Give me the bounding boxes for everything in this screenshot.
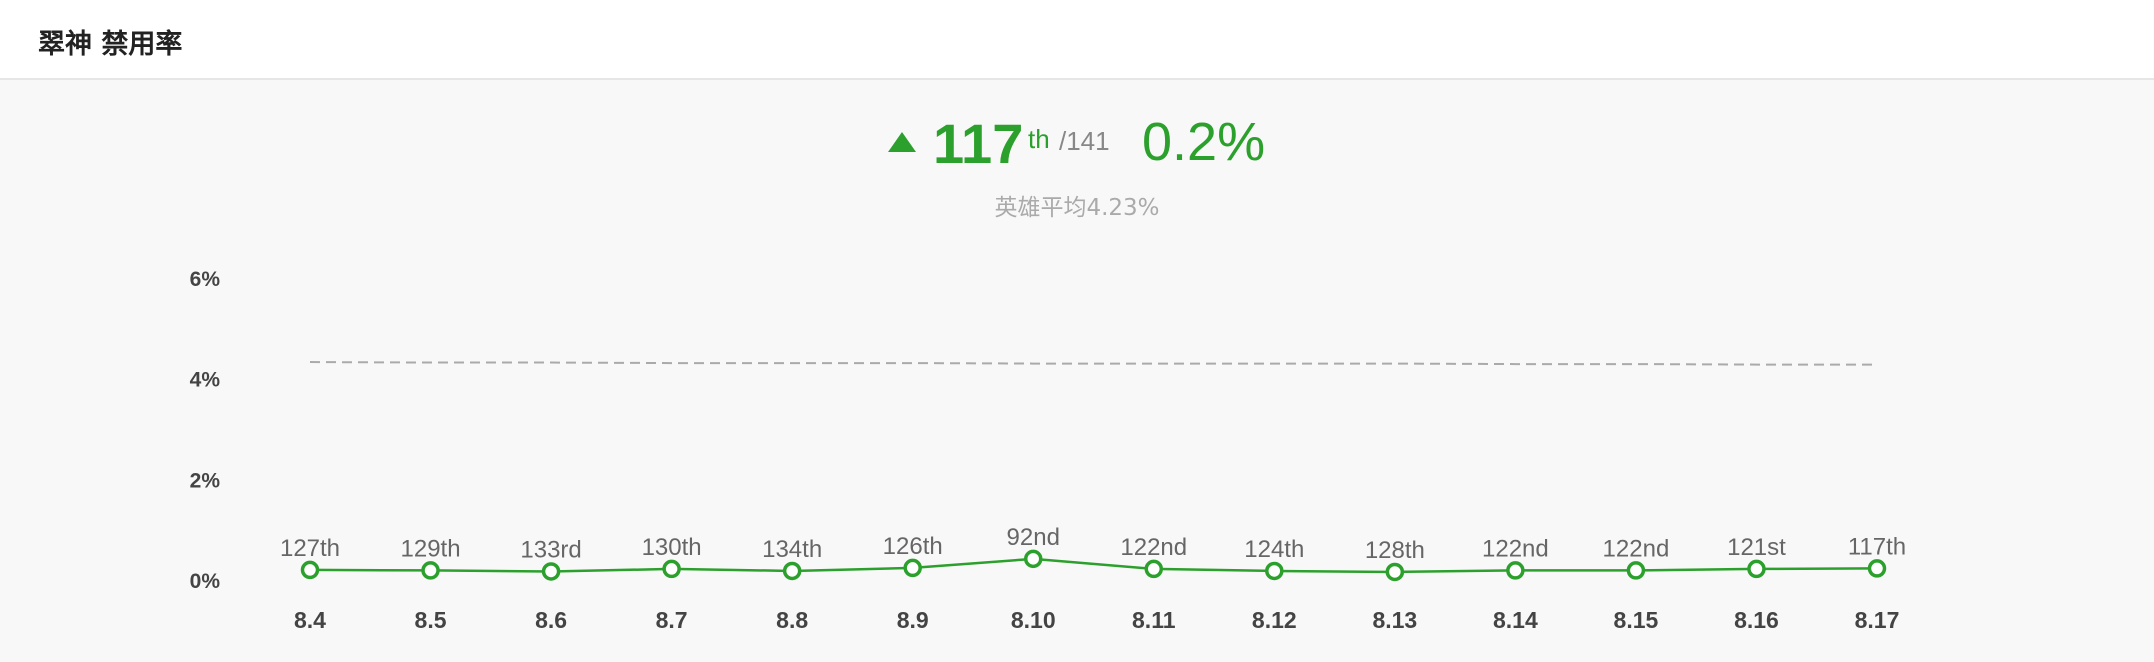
x-tick-label: 8.9 xyxy=(897,607,929,633)
x-tick-label: 8.11 xyxy=(1132,607,1176,633)
x-tick-label: 8.13 xyxy=(1372,607,1417,633)
data-point xyxy=(903,558,922,578)
data-point xyxy=(1265,561,1284,581)
rank-data-label: 122nd xyxy=(1120,534,1187,561)
x-tick-label: 8.14 xyxy=(1493,607,1538,633)
rank-data-label: 117th xyxy=(1848,533,1906,560)
y-tick-label: 0% xyxy=(190,570,221,593)
header-bar: 翠神 禁用率 xyxy=(0,0,2154,80)
rank-total: /141 xyxy=(1059,126,1110,156)
data-point xyxy=(1747,559,1766,579)
data-point xyxy=(1626,561,1646,580)
ban-rate-value: 0.2% xyxy=(1142,112,1266,172)
y-tick-label: 2% xyxy=(190,469,221,492)
x-tick-label: 8.6 xyxy=(535,607,567,633)
x-tick-label: 8.5 xyxy=(415,607,447,633)
x-tick-label: 8.12 xyxy=(1252,607,1297,633)
data-point xyxy=(1144,559,1164,579)
page-title: 翠神 禁用率 xyxy=(38,29,183,60)
rank-data-label: 121st xyxy=(1727,534,1786,561)
data-point xyxy=(1867,559,1887,578)
rank-data-label: 124th xyxy=(1244,536,1304,563)
rank-data-label: 134th xyxy=(762,536,822,563)
data-point xyxy=(1023,549,1043,569)
x-tick-label: 8.15 xyxy=(1614,607,1659,633)
data-point xyxy=(782,561,802,581)
data-point xyxy=(662,559,681,579)
rank-data-label: 127th xyxy=(280,535,340,562)
rank-data-label: 122nd xyxy=(1603,535,1670,562)
data-point xyxy=(1385,562,1405,582)
x-tick-label: 8.16 xyxy=(1734,607,1779,633)
rank-data-label: 92nd xyxy=(1007,524,1060,551)
rank-data-label: 129th xyxy=(401,535,461,562)
x-tick-label: 8.4 xyxy=(294,607,326,633)
data-point xyxy=(421,561,440,580)
rank-data-label: 122nd xyxy=(1482,535,1549,562)
rank-value: 117 xyxy=(933,112,1024,175)
trend-up-icon xyxy=(888,132,916,152)
y-tick-label: 6% xyxy=(190,268,221,291)
summary-panel: 117 th /141 0.2% 英雄平均4.23% xyxy=(0,0,2154,230)
rank-data-label: 130th xyxy=(642,534,702,561)
rank-data-label: 133rd xyxy=(520,536,581,563)
x-tick-label: 8.17 xyxy=(1855,607,1900,633)
x-tick-label: 8.10 xyxy=(1011,607,1056,633)
data-point xyxy=(541,562,561,581)
rank-data-label: 128th xyxy=(1365,537,1425,564)
average-label: 英雄平均4.23% xyxy=(994,195,1160,221)
average-line xyxy=(309,361,1877,366)
rank-data-label: 126th xyxy=(883,533,943,560)
x-tick-label: 8.8 xyxy=(776,607,808,633)
ban-rate-line xyxy=(309,557,1878,574)
data-point xyxy=(300,560,320,580)
data-point xyxy=(1506,561,1525,580)
y-tick-label: 4% xyxy=(190,369,221,392)
x-tick-label: 8.7 xyxy=(656,607,688,633)
rank-suffix: th xyxy=(1028,124,1050,154)
